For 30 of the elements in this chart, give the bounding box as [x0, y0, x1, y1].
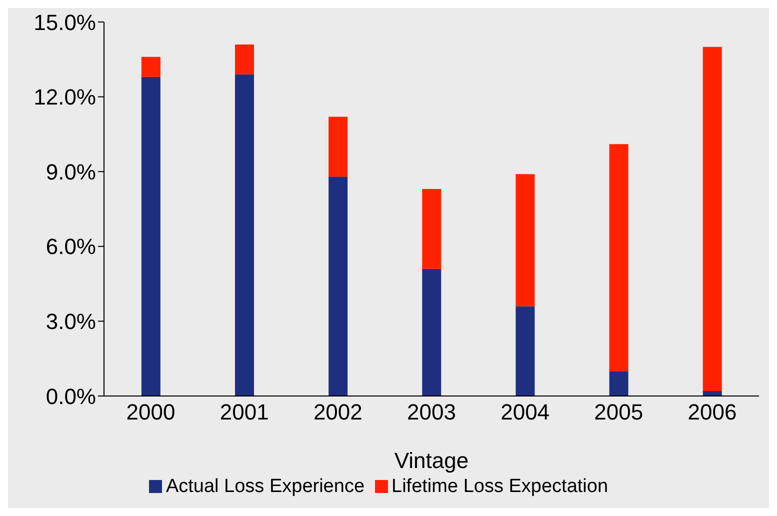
bar — [609, 144, 628, 372]
bar — [702, 46, 722, 392]
legend-label: Lifetime Loss Expectation — [392, 476, 608, 497]
y-tick-label: 0.0% — [46, 384, 96, 409]
bar — [235, 74, 254, 396]
x-tick-label: 2005 — [594, 400, 644, 425]
x-tick-label: 2006 — [688, 400, 737, 425]
y-tick-label: 12.0% — [34, 84, 96, 110]
bar — [422, 268, 442, 396]
x-tick-label: 2004 — [500, 400, 550, 425]
x-axis-title: Vintage — [394, 448, 469, 473]
bar — [516, 306, 535, 396]
y-tick-label: 15.0% — [34, 10, 96, 35]
legend-label: Actual Loss Experience — [166, 476, 365, 497]
bar — [328, 116, 348, 177]
y-tick-label: 6.0% — [46, 234, 96, 260]
bar — [141, 76, 160, 396]
bar — [141, 56, 160, 77]
y-tick-label: 9.0% — [46, 159, 96, 184]
x-tick-label: 2002 — [313, 400, 362, 425]
x-tick-label: 2003 — [407, 400, 456, 425]
y-tick-label: 3.0% — [46, 309, 96, 334]
bar — [702, 391, 722, 396]
bar — [328, 176, 348, 396]
bar — [516, 174, 535, 306]
bar — [422, 189, 442, 269]
x-tick-label: 2001 — [220, 400, 269, 425]
x-tick-label: 2000 — [126, 400, 176, 425]
bar — [235, 44, 254, 74]
bar — [609, 371, 628, 396]
